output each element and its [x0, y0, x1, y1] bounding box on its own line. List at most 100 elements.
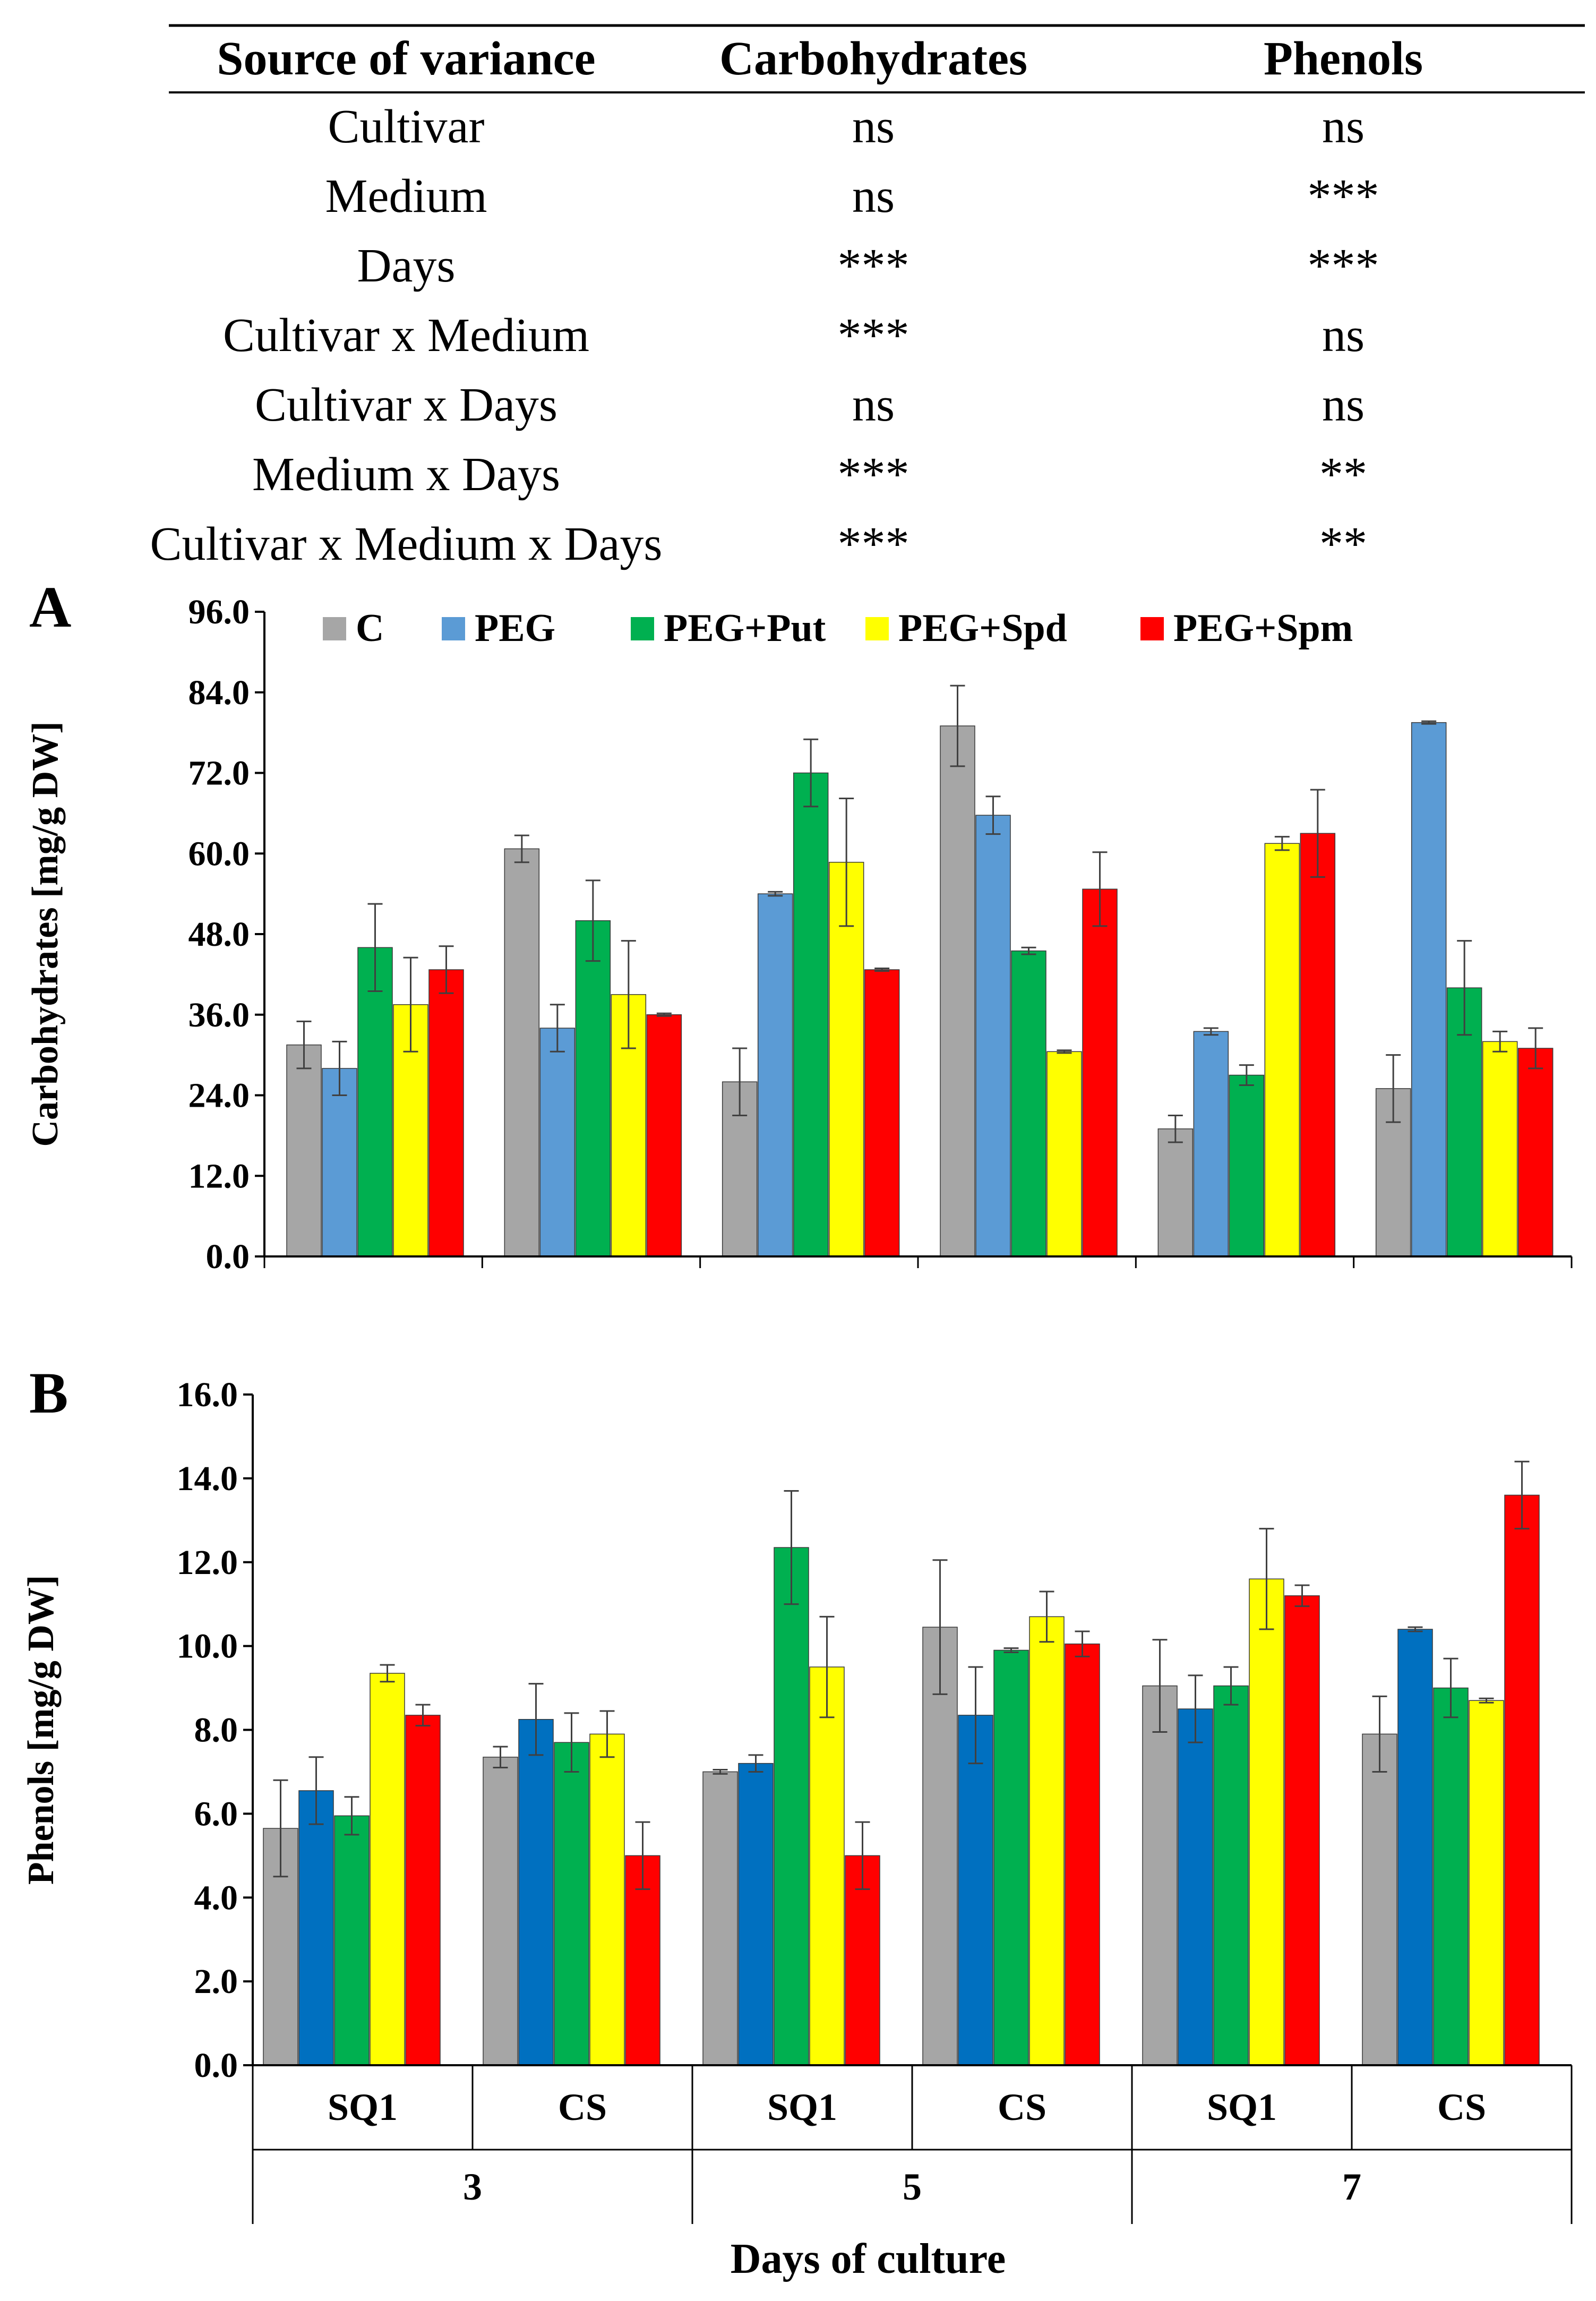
bar-peg-spd-2	[809, 1666, 845, 2066]
legend-label: C	[356, 606, 384, 650]
bar-peg-1	[539, 1028, 576, 1257]
y-tick-label: 96.0	[188, 593, 250, 631]
bar-peg-spm-2	[864, 969, 900, 1257]
bar-peg-put-2	[774, 1547, 809, 2066]
bar-peg-spm-0	[428, 969, 464, 1257]
legend-label: PEG+Spm	[1173, 606, 1353, 650]
bar-peg-put-4	[1213, 1685, 1249, 2066]
bar-c-2	[702, 1771, 738, 2066]
table-cell-phenols: **	[1319, 518, 1367, 570]
bar-c-4	[1142, 1685, 1178, 2066]
table-header-carbohydrates: Carbohydrates	[719, 32, 1027, 85]
bar-peg-spd-0	[370, 1673, 405, 2066]
table-cell-carbohydrates: ***	[838, 309, 909, 362]
bar-peg-put-0	[334, 1815, 370, 2066]
y-tick-label: 16.0	[177, 1375, 238, 1414]
table-cell-carbohydrates: ns	[852, 170, 895, 223]
table-cell-carbohydrates: ***	[838, 239, 909, 292]
bar-peg-spm-5	[1517, 1048, 1554, 1257]
x-category-day: 3	[463, 2166, 482, 2208]
y-tick-label: 6.0	[194, 1794, 238, 1833]
legend-swatch-peg	[442, 617, 465, 640]
table-cell-phenols: ns	[1322, 309, 1365, 362]
x-axis-title: Days of culture	[731, 2236, 1006, 2282]
chart-carbohydrates: 0.0 12.0 24.0 36.0 48.0 60.0 72.0 84.0 96.0 Carbo…	[25, 593, 1573, 1276]
bar-peg-spd-4	[1264, 843, 1300, 1257]
bar-c-1	[483, 1757, 518, 2066]
legend-swatch-peg-spm	[1140, 617, 1164, 640]
bar-peg-spd-5	[1469, 1700, 1504, 2066]
bar-peg-put-1	[575, 920, 611, 1257]
table-cell-carbohydrates: ***	[838, 518, 909, 570]
y-tick-label: 8.0	[194, 1711, 238, 1750]
y-tick-label: 0.0	[206, 1237, 250, 1276]
bar-peg-spd-3	[1029, 1616, 1065, 2066]
bar-c-4	[1157, 1128, 1194, 1257]
y-tick-label: 24.0	[188, 1076, 250, 1115]
bar-peg-put-3	[1011, 950, 1046, 1257]
bar-peg-spm-1	[646, 1014, 682, 1257]
bar-peg-spd-2	[828, 861, 864, 1257]
x-category-cultivar: SQ1	[328, 2086, 398, 2128]
y-tick-label: 72.0	[188, 754, 250, 793]
table-cell-source: Medium	[325, 170, 487, 223]
table-cell-source: Cultivar	[328, 100, 485, 153]
bar-peg-spm-3	[1065, 1643, 1100, 2066]
legend-swatch-peg-spd	[865, 617, 889, 640]
table-header-source: Source of variance	[217, 32, 595, 85]
bar-c-5	[1362, 1733, 1397, 2066]
bar-peg-spm-4	[1284, 1595, 1320, 2066]
bar-peg-put-2	[793, 772, 829, 1257]
bar-peg-spd-4	[1249, 1578, 1284, 2066]
bar-peg-0	[322, 1068, 357, 1257]
bar-peg-0	[298, 1790, 334, 2066]
table-cell-source: Cultivar x Medium x Days	[150, 518, 663, 570]
y-tick-label: 12.0	[177, 1543, 238, 1582]
y-tick-label: 36.0	[188, 996, 250, 1034]
table-cell-carbohydrates: ***	[838, 448, 909, 501]
bar-peg-spm-2	[845, 1855, 880, 2066]
bar-peg-spd-1	[589, 1733, 625, 2066]
bar-peg-spd-5	[1482, 1041, 1518, 1257]
table-cell-phenols: ns	[1322, 100, 1365, 153]
y-tick-label: 10.0	[177, 1627, 238, 1666]
table-cell-phenols: ns	[1322, 379, 1365, 431]
table-cell-phenols: ***	[1308, 170, 1379, 223]
table-cell-source: Medium x Days	[252, 448, 560, 501]
y-tick-label: 12.0	[188, 1157, 250, 1195]
y-tick-label: 48.0	[188, 915, 250, 954]
y-tick-label: 0.0	[194, 2046, 238, 2085]
chart-phenols: 0.0 2.0 4.0 6.0 8.0 10.0 12.0 14.0 16.0 Phenols […	[21, 1375, 1572, 2085]
panel-label-b: B	[29, 1361, 68, 1425]
bar-c-1	[504, 848, 540, 1257]
table-cell-carbohydrates: ns	[852, 379, 895, 431]
bar-peg-4	[1193, 1031, 1229, 1257]
legend-label: PEG	[475, 606, 555, 650]
x-category-cultivar: CS	[1437, 2086, 1486, 2128]
bar-peg-1	[518, 1719, 554, 2066]
bar-peg-put-5	[1433, 1687, 1469, 2066]
bar-peg-spm-3	[1082, 888, 1118, 1257]
legend-label: PEG+Put	[664, 606, 826, 650]
table-cell-phenols: **	[1319, 448, 1367, 501]
bar-peg-5	[1397, 1629, 1433, 2066]
legend-swatch-peg-put	[631, 617, 654, 640]
table-cell-carbohydrates: ns	[852, 100, 895, 153]
bar-peg-3	[958, 1715, 993, 2066]
bar-peg-put-1	[554, 1742, 589, 2066]
y-tick-label: 60.0	[188, 834, 250, 873]
y-axis-label: Phenols [mg/g DW]	[21, 1575, 62, 1885]
bar-peg-spm-5	[1504, 1494, 1540, 2066]
bar-peg-2	[757, 893, 793, 1257]
x-category-cultivar: CS	[558, 2086, 607, 2128]
x-category-cultivar: SQ1	[767, 2086, 837, 2128]
bar-c-0	[286, 1044, 322, 1257]
bar-peg-put-4	[1229, 1074, 1265, 1257]
bar-peg-spm-1	[625, 1855, 660, 2066]
x-category-day: 7	[1342, 2166, 1361, 2208]
table-cell-phenols: ***	[1308, 239, 1379, 292]
bar-peg-spd-3	[1046, 1051, 1082, 1257]
table-body: Cultivar ns ns Medium ns *** Days *** *** Cultiva…	[150, 100, 1379, 570]
y-tick-label: 2.0	[194, 1962, 238, 2001]
